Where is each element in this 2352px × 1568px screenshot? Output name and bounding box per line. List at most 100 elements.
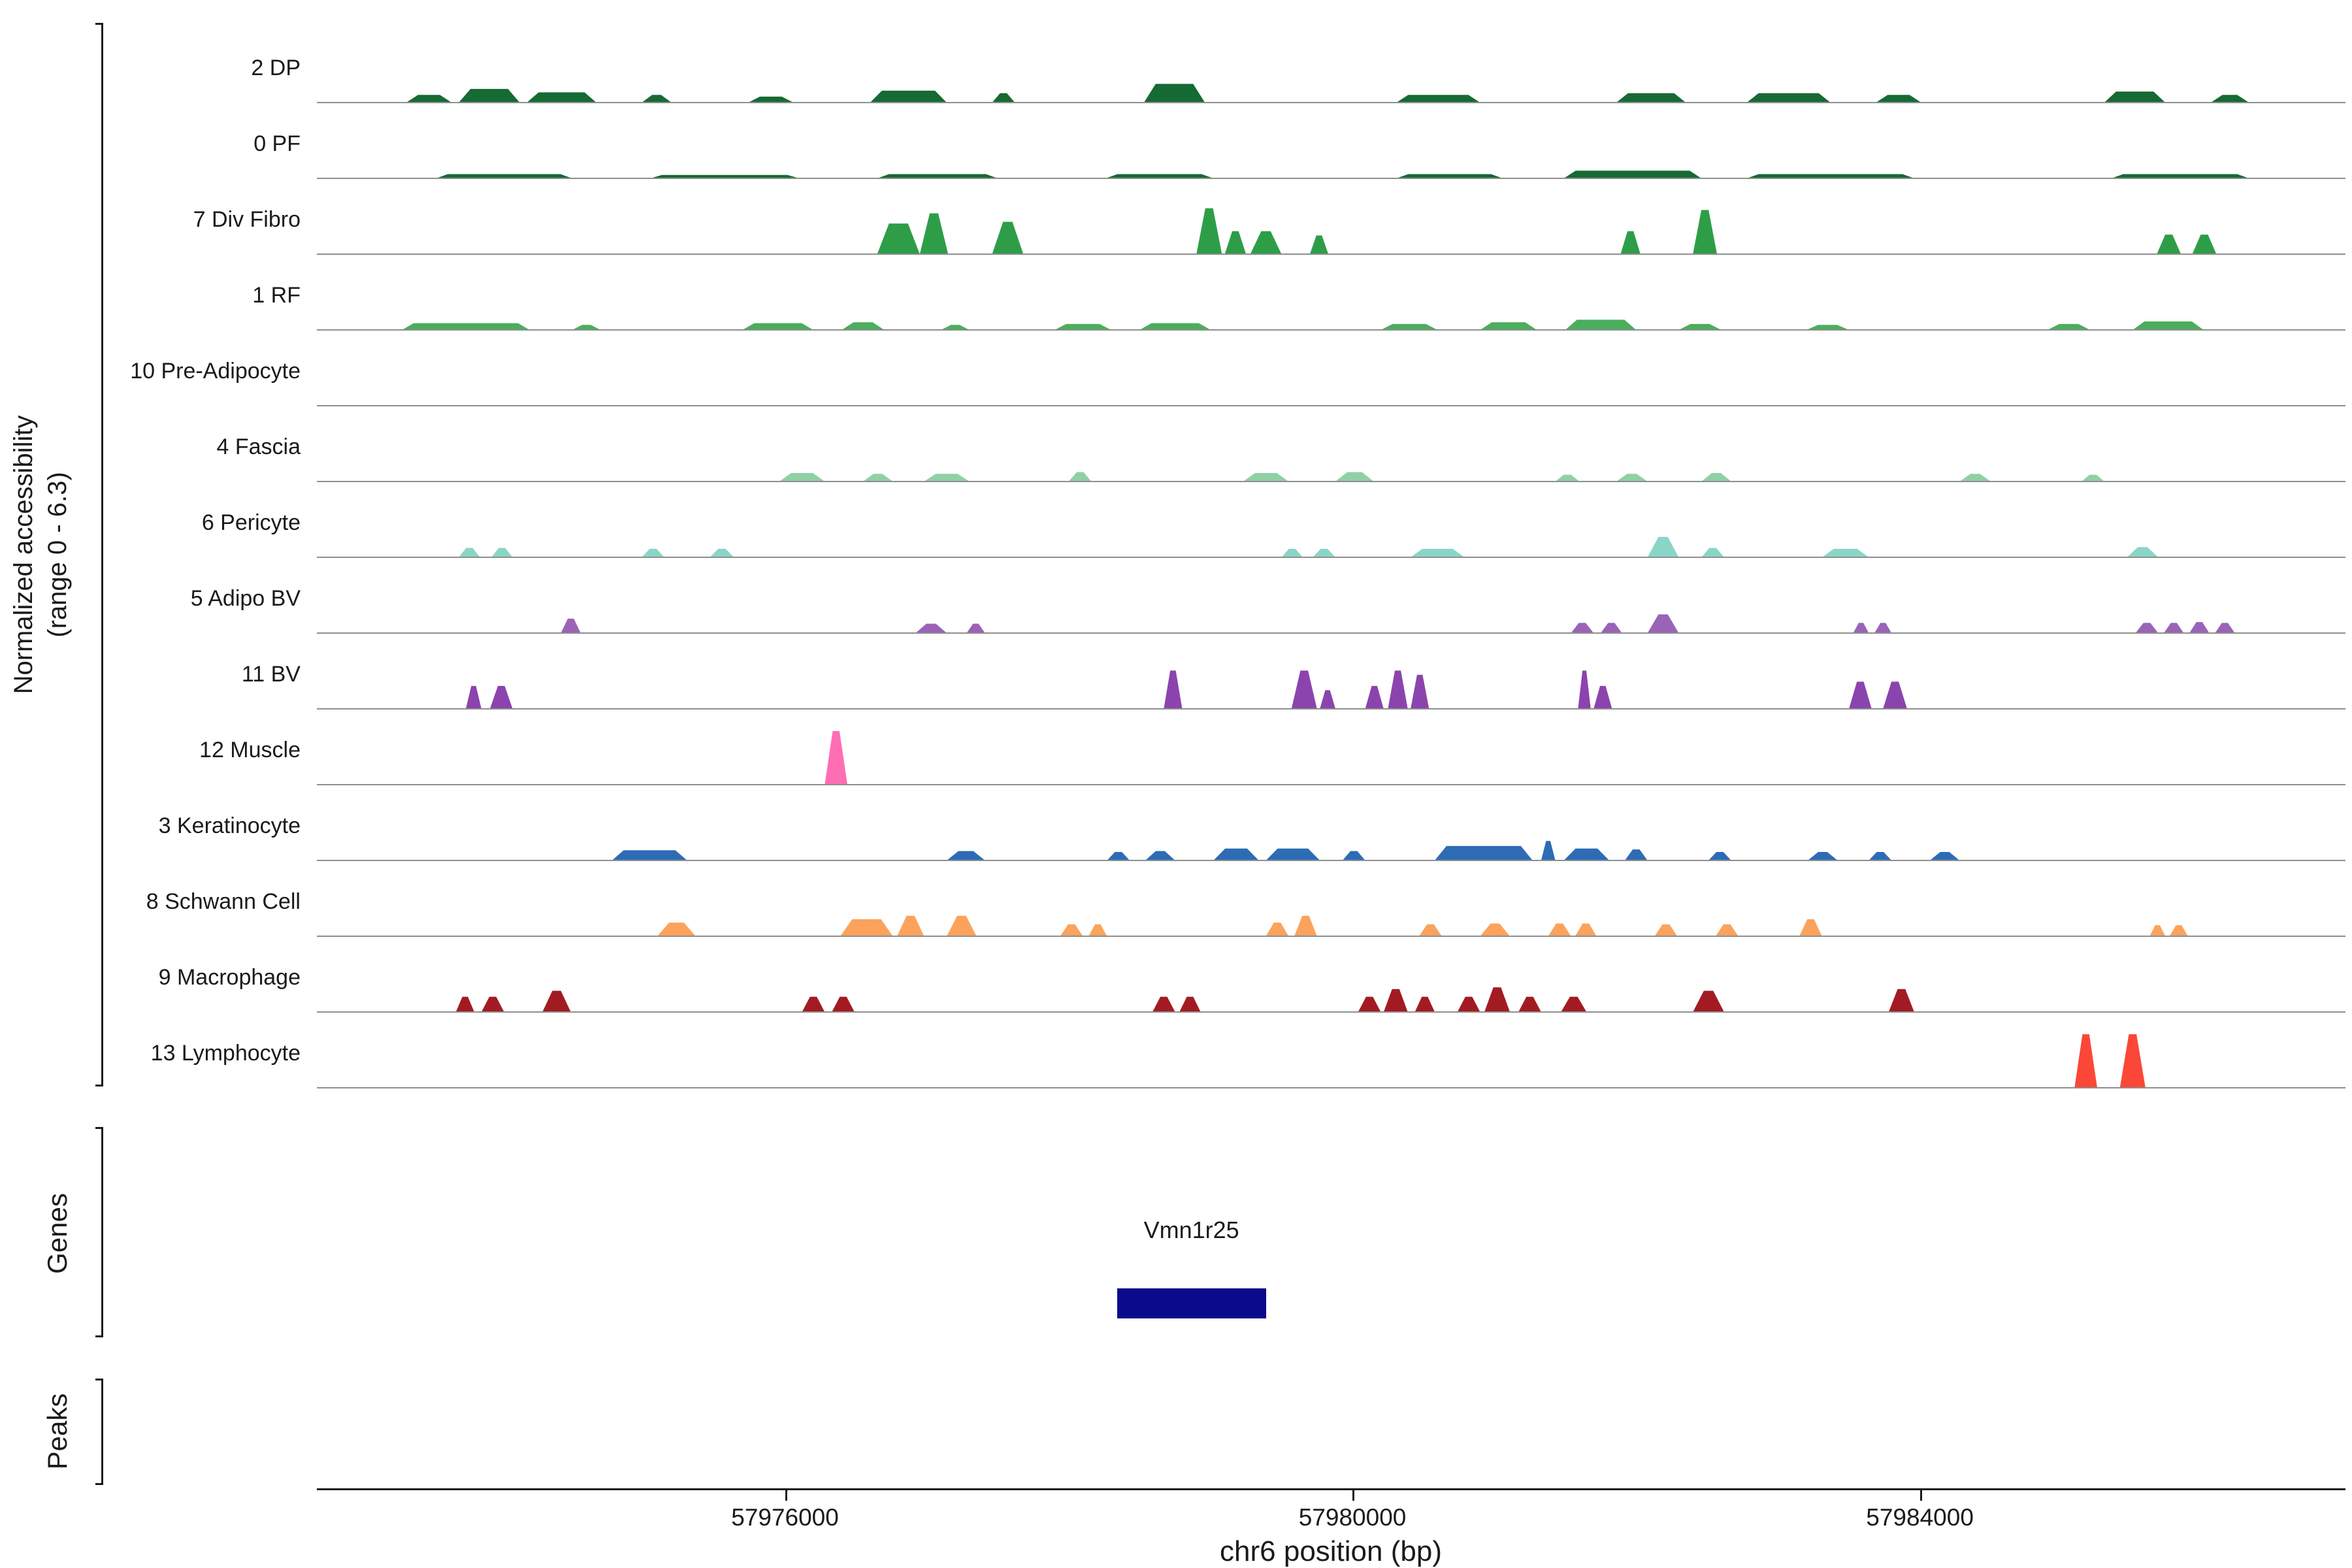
coverage-peak — [1243, 472, 1289, 482]
track-row: 11 BV — [0, 634, 2352, 710]
coverage-peak — [1701, 547, 1724, 557]
coverage-peak — [1380, 323, 1438, 330]
coverage-peak — [2169, 925, 2188, 936]
coverage-peak — [612, 850, 687, 860]
coverage-peak — [947, 915, 977, 936]
coverage-peak — [992, 221, 1024, 254]
track-coverage — [317, 731, 2345, 785]
coverage-peak — [561, 618, 581, 633]
coverage-peak — [1068, 472, 1092, 482]
coverage-peak — [1266, 848, 1320, 860]
track-row: 5 Adipo BV — [0, 558, 2352, 634]
x-tick-label: 57984000 — [1866, 1504, 1974, 1531]
coverage-peak — [1396, 95, 1480, 103]
coverage-peak — [2157, 235, 2181, 254]
coverage-peak — [1281, 548, 1303, 557]
coverage-peak — [1563, 848, 1610, 860]
coverage-peak — [1484, 987, 1511, 1012]
coverage-peak — [1874, 623, 1892, 633]
coverage-peak — [1335, 472, 1374, 482]
track-label: 3 Keratinocyte — [158, 813, 301, 838]
track-coverage — [317, 171, 2345, 179]
x-tick-label: 57980000 — [1298, 1504, 1407, 1531]
coverage-peak — [2189, 622, 2210, 633]
genes-section-label: Genes — [42, 1193, 73, 1274]
coverage-peak — [455, 996, 475, 1012]
coverage-peak — [1411, 548, 1465, 557]
coverage-peak — [1883, 681, 1908, 709]
coverage-peak — [1411, 674, 1429, 709]
coverage-peak — [1624, 849, 1648, 860]
gene-body — [1117, 1288, 1266, 1318]
coverage-peak — [2192, 235, 2217, 254]
coverage-peak — [1358, 996, 1381, 1012]
coverage-peak — [825, 731, 848, 785]
track-label: 12 Muscle — [199, 738, 301, 762]
coverage-peak — [1561, 996, 1587, 1012]
coverage-peak — [2104, 91, 2166, 103]
x-tick-mark — [1352, 1490, 1355, 1501]
coverage-peak — [1060, 924, 1083, 936]
coverage-peak — [1693, 210, 1718, 254]
track-label: 1 RF — [252, 283, 301, 308]
coverage-peak — [1888, 988, 1914, 1012]
coverage-peak — [527, 92, 596, 103]
coverage-peak — [1480, 322, 1537, 330]
coverage-peak — [2210, 95, 2249, 103]
coverage-peak — [1107, 851, 1130, 860]
coverage-peak — [840, 919, 893, 936]
coverage-peak — [992, 93, 1015, 103]
coverage-peak — [1647, 536, 1679, 557]
coverage-peak — [742, 323, 813, 330]
coverage-peak — [1959, 474, 1991, 482]
coverage-peak — [841, 322, 885, 330]
coverage-peak — [877, 174, 998, 178]
coverage-peak — [1383, 988, 1408, 1012]
coverage-peak — [2127, 547, 2159, 557]
coverage-peak — [481, 996, 504, 1012]
track-coverage — [317, 841, 2345, 861]
track-row: 12 Muscle — [0, 710, 2352, 785]
track-label: 9 Macrophage — [158, 965, 301, 990]
coverage-peak — [1541, 841, 1556, 860]
x-axis-title: chr6 position (bp) — [1220, 1535, 1442, 1567]
coverage-peak — [542, 990, 571, 1012]
x-tick-mark — [785, 1490, 787, 1501]
coverage-peak — [436, 174, 572, 178]
track-coverage — [317, 987, 2345, 1013]
accessibility-tracks: 2 DP 0 PF 7 Div Fibro 1 RF 10 Pre-Adipocyte 4… — [0, 27, 2352, 1088]
track-row: 4 Fascia — [0, 406, 2352, 482]
track-coverage — [317, 915, 2345, 937]
coverage-peak — [1342, 851, 1365, 860]
coverage-peak — [897, 915, 924, 936]
coverage-peak — [748, 96, 794, 103]
coverage-peak — [2164, 623, 2184, 633]
coverage-peak — [1213, 848, 1259, 860]
coverage-peak — [1548, 923, 1571, 936]
track-row: 9 Macrophage — [0, 937, 2352, 1013]
coverage-peak — [1054, 323, 1111, 330]
coverage-peak — [1145, 851, 1175, 860]
coverage-peak — [1821, 548, 1869, 557]
coverage-peak — [1152, 996, 1175, 1012]
coverage-peak — [1480, 923, 1511, 936]
coverage-peak — [1313, 548, 1336, 557]
coverage-peak — [1593, 685, 1612, 709]
x-axis-line — [317, 1488, 2345, 1490]
coverage-peak — [1616, 93, 1686, 103]
coverage-peak — [2111, 174, 2249, 178]
coverage-peak — [1678, 323, 1722, 330]
coverage-peak — [877, 223, 920, 254]
track-label: 4 Fascia — [216, 434, 301, 459]
track-row: 8 Schwann Cell — [0, 861, 2352, 937]
coverage-peak — [1746, 174, 1914, 178]
track-label: 7 Div Fibro — [193, 207, 301, 232]
track-row: 0 PF — [0, 103, 2352, 179]
coverage-peak — [1575, 923, 1597, 936]
coverage-peak — [1139, 323, 1211, 330]
track-coverage — [317, 84, 2345, 103]
coverage-peak — [832, 996, 855, 1012]
coverage-peak — [1808, 851, 1838, 860]
coverage-peak — [1105, 174, 1214, 178]
coverage-peak — [1309, 235, 1329, 254]
